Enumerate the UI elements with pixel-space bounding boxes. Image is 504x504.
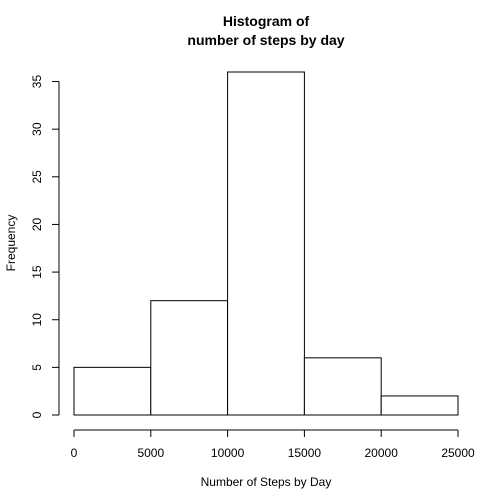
y-axis-label: Frequency	[4, 215, 18, 272]
x-axis-label: Number of Steps by Day	[201, 475, 332, 489]
y-tick-label: 35	[30, 75, 44, 89]
y-tick-label: 10	[30, 313, 44, 327]
y-axis: 0 5 10 15 20 25 30 35	[30, 75, 59, 419]
y-tick-label: 0	[30, 411, 44, 418]
x-tick-label: 15000	[288, 446, 322, 460]
y-tick-label: 15	[30, 265, 44, 279]
histogram-bar-4	[304, 358, 381, 415]
histogram-bars	[74, 72, 458, 415]
x-tick-label: 0	[71, 446, 78, 460]
chart-title-line-1: Histogram of	[223, 13, 310, 29]
x-tick-label: 10000	[211, 446, 245, 460]
chart-title-line-2: number of steps by day	[187, 32, 344, 48]
histogram-bar-3	[228, 72, 305, 415]
y-tick-label: 25	[30, 170, 44, 184]
x-tick-label: 25000	[441, 446, 475, 460]
histogram-bar-2	[151, 301, 228, 415]
x-tick-label: 20000	[365, 446, 399, 460]
histogram-bar-5	[381, 396, 458, 415]
y-tick-label: 20	[30, 217, 44, 231]
x-axis: 0 5000 10000 15000 20000 25000	[71, 430, 475, 460]
y-tick-label: 5	[30, 364, 44, 371]
histogram-bar-1	[74, 367, 151, 415]
x-tick-label: 5000	[137, 446, 164, 460]
y-tick-label: 30	[30, 122, 44, 136]
